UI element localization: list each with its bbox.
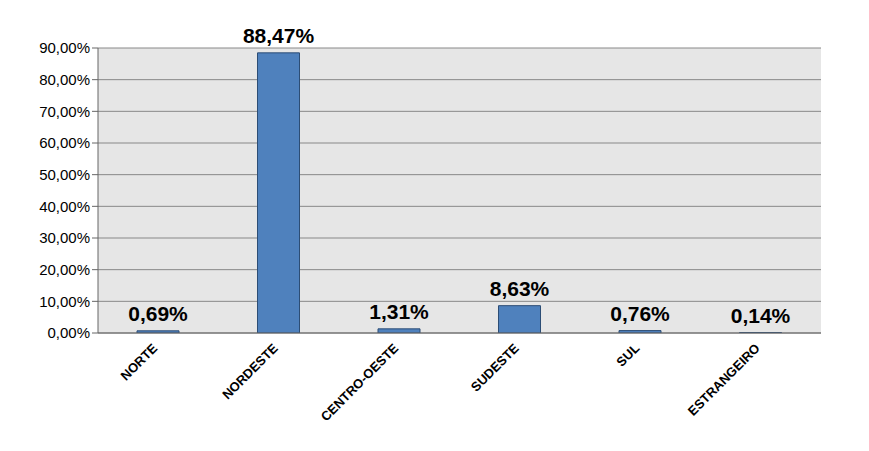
- svg-text:10,00%: 10,00%: [39, 293, 90, 310]
- svg-text:70,00%: 70,00%: [39, 103, 90, 120]
- svg-text:SUDESTE: SUDESTE: [468, 340, 522, 394]
- svg-text:30,00%: 30,00%: [39, 229, 90, 246]
- svg-text:0,00%: 0,00%: [47, 324, 90, 341]
- svg-text:40,00%: 40,00%: [39, 198, 90, 215]
- svg-text:0,69%: 0,69%: [128, 302, 188, 325]
- svg-text:NORTE: NORTE: [118, 340, 161, 383]
- svg-text:NORDESTE: NORDESTE: [219, 340, 281, 402]
- svg-text:0,14%: 0,14%: [731, 304, 791, 327]
- svg-text:CENTRO-OESTE: CENTRO-OESTE: [318, 340, 402, 424]
- svg-text:20,00%: 20,00%: [39, 261, 90, 278]
- svg-text:80,00%: 80,00%: [39, 71, 90, 88]
- svg-text:SUL: SUL: [613, 340, 642, 369]
- svg-text:50,00%: 50,00%: [39, 166, 90, 183]
- svg-text:1,31%: 1,31%: [369, 300, 429, 323]
- svg-text:8,63%: 8,63%: [490, 277, 550, 300]
- svg-text:88,47%: 88,47%: [243, 24, 315, 47]
- svg-text:90,00%: 90,00%: [39, 39, 90, 56]
- svg-text:60,00%: 60,00%: [39, 134, 90, 151]
- svg-text:0,76%: 0,76%: [610, 302, 670, 325]
- svg-text:ESTRANGEIRO: ESTRANGEIRO: [685, 341, 763, 419]
